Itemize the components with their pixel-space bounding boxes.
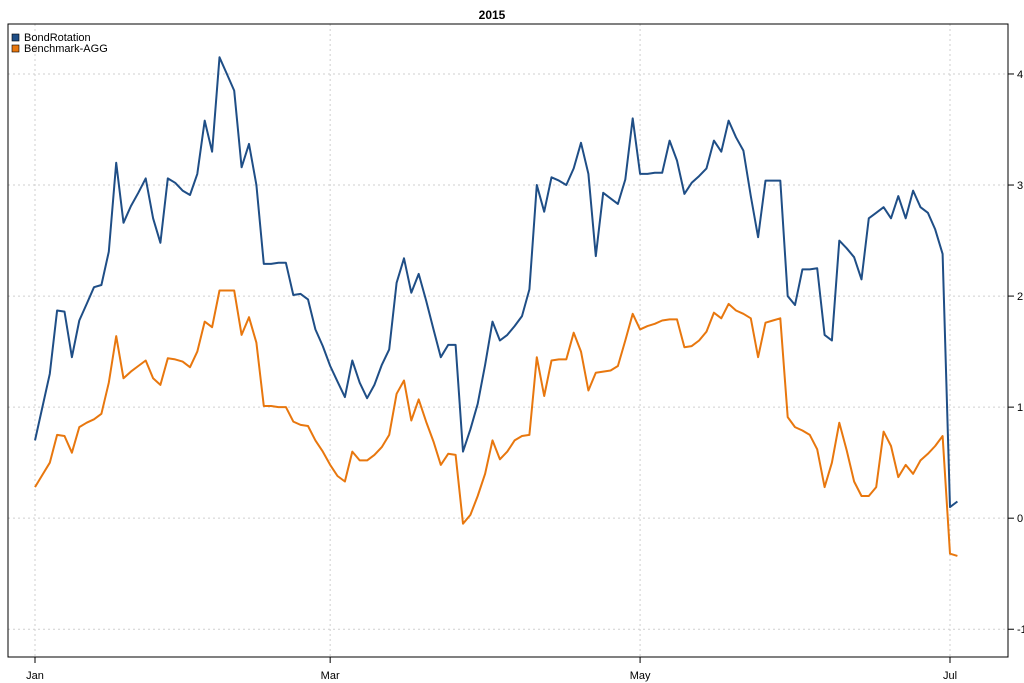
- plot-frame: [7, 23, 1009, 658]
- legend-swatch-bondrotation: [11, 33, 20, 42]
- y-tick-label: 1: [1017, 402, 1023, 414]
- legend: BondRotation Benchmark-AGG: [11, 32, 108, 55]
- y-tick-label: -1: [1017, 624, 1024, 636]
- chart-title: 2015: [479, 8, 506, 22]
- y-tick-label: 3: [1017, 180, 1023, 192]
- y-tick-label: 0: [1017, 513, 1023, 525]
- legend-swatch-benchmark-agg: [11, 44, 20, 53]
- axes: -1 0 1 2 3 4 Jan Mar May Jul: [26, 69, 1024, 682]
- legend-label-bondrotation: BondRotation: [24, 32, 91, 44]
- x-tick-label: Mar: [321, 670, 340, 682]
- series-lines: [34, 56, 959, 557]
- series-line-bondrotation: [34, 56, 959, 509]
- legend-label-benchmark-agg: Benchmark-AGG: [24, 43, 108, 55]
- y-tick-label: 2: [1017, 291, 1023, 303]
- x-tick-label: May: [630, 670, 651, 682]
- x-tick-label: Jan: [26, 670, 44, 682]
- grid: [8, 24, 1008, 657]
- series-line-benchmark-agg: [34, 289, 958, 557]
- x-tick-label: Jul: [943, 670, 957, 682]
- y-tick-label: 4: [1017, 69, 1023, 81]
